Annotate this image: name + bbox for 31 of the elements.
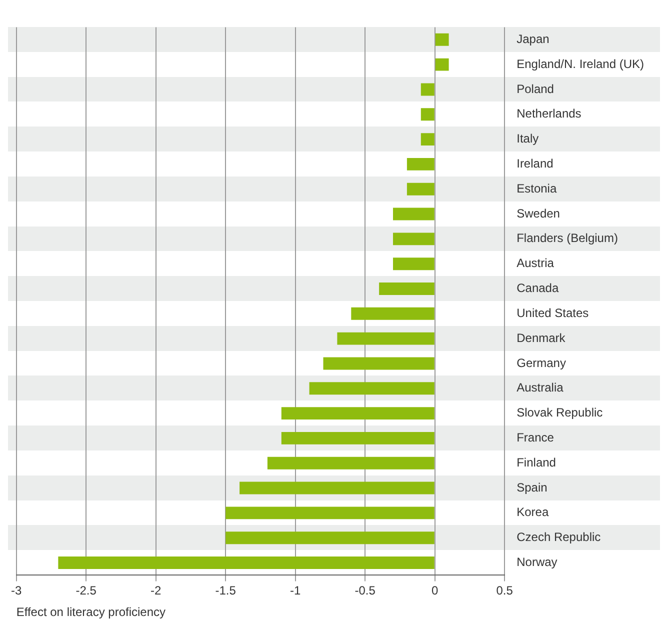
y-tick-label: Poland	[516, 82, 554, 96]
x-axis-title: Effect on literacy proficiency	[16, 605, 166, 620]
y-tick-label: Denmark	[516, 330, 566, 345]
y-tick-label: Flanders (Belgium)	[516, 231, 618, 246]
y-tick-label: Netherlands	[516, 106, 582, 121]
y-tick-label: Czech Republic	[516, 530, 601, 544]
y-tick-label: United States	[516, 306, 589, 320]
y-tick-label: Spain	[516, 480, 548, 494]
x-tick-label: 0	[432, 584, 439, 598]
x-tick-label: 0.5	[496, 584, 514, 598]
y-tick-label: France	[516, 430, 554, 445]
y-tick-label: Norway	[516, 555, 558, 570]
x-tick-label: -1.5	[215, 584, 236, 598]
y-tick-label: Korea	[516, 505, 549, 520]
y-tick-label: England/N. Ireland (UK)	[516, 56, 644, 71]
y-tick-label: Slovak Republic	[516, 406, 603, 420]
y-tick-label: Australia	[516, 380, 564, 395]
y-tick-label: Finland	[516, 455, 556, 470]
x-tick-label: -3	[11, 584, 22, 598]
y-tick-label: Ireland	[516, 156, 554, 171]
y-tick-label: Italy	[516, 132, 539, 146]
y-tick-label: Estonia	[516, 181, 557, 196]
y-tick-label: Austria	[516, 256, 554, 270]
y-tick-label: Canada	[516, 281, 559, 296]
x-tick-label: -2.5	[76, 584, 97, 598]
y-tick-label: Sweden	[516, 206, 560, 220]
y-tick-label: Germany	[516, 356, 566, 370]
x-tick-label: -1	[290, 584, 302, 598]
x-tick-label: -0.5	[354, 584, 376, 598]
x-tick-label: -2	[150, 584, 162, 598]
y-tick-label: Japan	[516, 32, 550, 46]
